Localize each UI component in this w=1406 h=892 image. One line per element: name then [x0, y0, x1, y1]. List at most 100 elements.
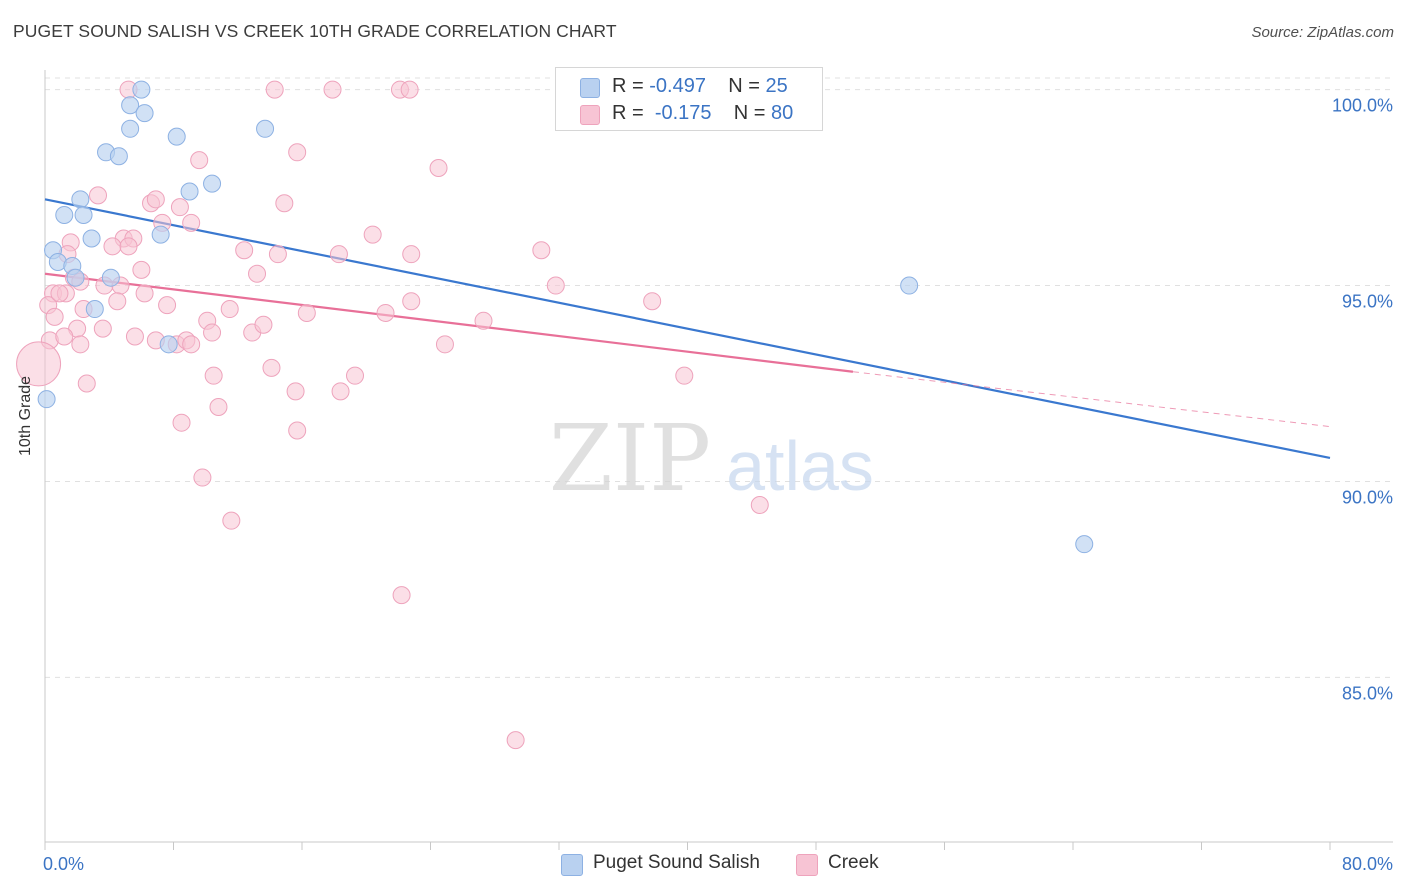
point-puget [66, 268, 85, 287]
legend-swatch-pink [580, 105, 600, 125]
point-creek [77, 374, 96, 393]
data-points [16, 80, 1094, 750]
point-creek [193, 468, 212, 487]
point-creek [400, 80, 419, 99]
point-creek [675, 366, 694, 385]
legend-n-value: 25 [765, 75, 788, 97]
point-creek [222, 511, 241, 530]
point-creek [402, 292, 421, 311]
point-creek [286, 382, 305, 401]
legend-n-label: N = [733, 102, 766, 124]
point-creek [363, 225, 382, 244]
point-puget [135, 104, 154, 123]
point-creek [93, 319, 112, 338]
point-creek [16, 341, 62, 387]
point-puget [85, 300, 104, 319]
point-creek [268, 245, 287, 264]
x-tick-label: 0.0% [43, 854, 84, 874]
point-creek [158, 296, 177, 315]
point-creek [254, 315, 273, 334]
point-creek [262, 358, 281, 377]
point-creek [135, 284, 154, 303]
point-creek [89, 186, 108, 205]
point-puget [159, 335, 178, 354]
x-tick-label: 80.0% [1342, 854, 1393, 874]
point-creek [190, 151, 209, 170]
point-creek [146, 190, 165, 209]
point-puget [203, 174, 222, 193]
point-creek [119, 237, 138, 256]
point-puget [180, 182, 199, 201]
point-creek [220, 300, 239, 319]
point-creek [235, 241, 254, 260]
point-puget [101, 268, 120, 287]
point-creek [346, 366, 365, 385]
point-creek [45, 307, 64, 326]
point-puget [121, 96, 140, 115]
watermark-zip: ZIP [549, 405, 711, 512]
tick-labels: 85.0% 90.0% 95.0% 100.0% 0.0% 80.0% [43, 96, 1393, 874]
legend-r-value: -0.497 [649, 75, 706, 97]
point-puget [900, 276, 919, 295]
y-axis-label: 10th Grade [17, 375, 34, 456]
point-puget [121, 119, 140, 138]
legend-r-label: R = [612, 102, 644, 124]
point-creek [750, 495, 769, 514]
source-credit: Source: ZipAtlas.com [1251, 24, 1394, 41]
point-creek [392, 586, 411, 605]
point-puget [74, 205, 93, 224]
y-tick-label: 95.0% [1342, 292, 1393, 312]
legend-swatch-pink [796, 854, 818, 876]
point-creek [532, 241, 551, 260]
point-creek [170, 198, 189, 217]
point-creek [643, 292, 662, 311]
legend-n-label: N = [728, 75, 760, 97]
point-creek [474, 311, 493, 330]
point-puget [132, 80, 151, 99]
point-puget [37, 390, 56, 409]
grid-lines [45, 77, 1393, 678]
watermark-atlas: atlas [726, 427, 874, 505]
point-creek [429, 158, 448, 177]
point-creek [265, 80, 284, 99]
point-creek [204, 366, 223, 385]
legend-swatch-blue [561, 854, 583, 876]
y-tick-label: 90.0% [1342, 487, 1393, 507]
chart-title: PUGET SOUND SALISH VS CREEK 10TH GRADE C… [13, 21, 617, 41]
point-creek [297, 303, 316, 322]
point-creek [288, 421, 307, 440]
y-tick-label: 85.0% [1342, 683, 1393, 703]
trend-line-puget [44, 198, 1331, 460]
point-creek [108, 292, 127, 311]
point-creek [182, 335, 201, 354]
legend-swatch-blue [580, 78, 600, 98]
trend-lines [44, 198, 1331, 460]
point-creek [248, 264, 267, 283]
legend-label: Puget Sound Salish [593, 852, 760, 873]
y-tick-label: 100.0% [1332, 96, 1393, 116]
axes [44, 70, 1393, 850]
trend-extension-creek [852, 371, 1331, 428]
watermark: ZIP atlas [549, 405, 874, 512]
point-creek [288, 143, 307, 162]
legend-label: Creek [828, 852, 879, 873]
point-creek [132, 260, 151, 279]
legend-n-value: 80 [771, 102, 794, 124]
point-puget [109, 147, 128, 166]
point-puget [256, 119, 275, 138]
point-creek [331, 382, 350, 401]
point-creek [71, 335, 90, 354]
point-creek [376, 303, 395, 322]
point-creek [203, 323, 222, 342]
point-puget [1075, 535, 1094, 554]
point-creek [435, 335, 454, 354]
point-puget [71, 190, 90, 209]
point-creek [50, 284, 69, 303]
point-creek [125, 327, 144, 346]
point-creek [546, 276, 565, 295]
point-creek [402, 245, 421, 264]
point-puget [55, 205, 74, 224]
trend-line-creek [44, 272, 854, 373]
point-creek [182, 213, 201, 232]
